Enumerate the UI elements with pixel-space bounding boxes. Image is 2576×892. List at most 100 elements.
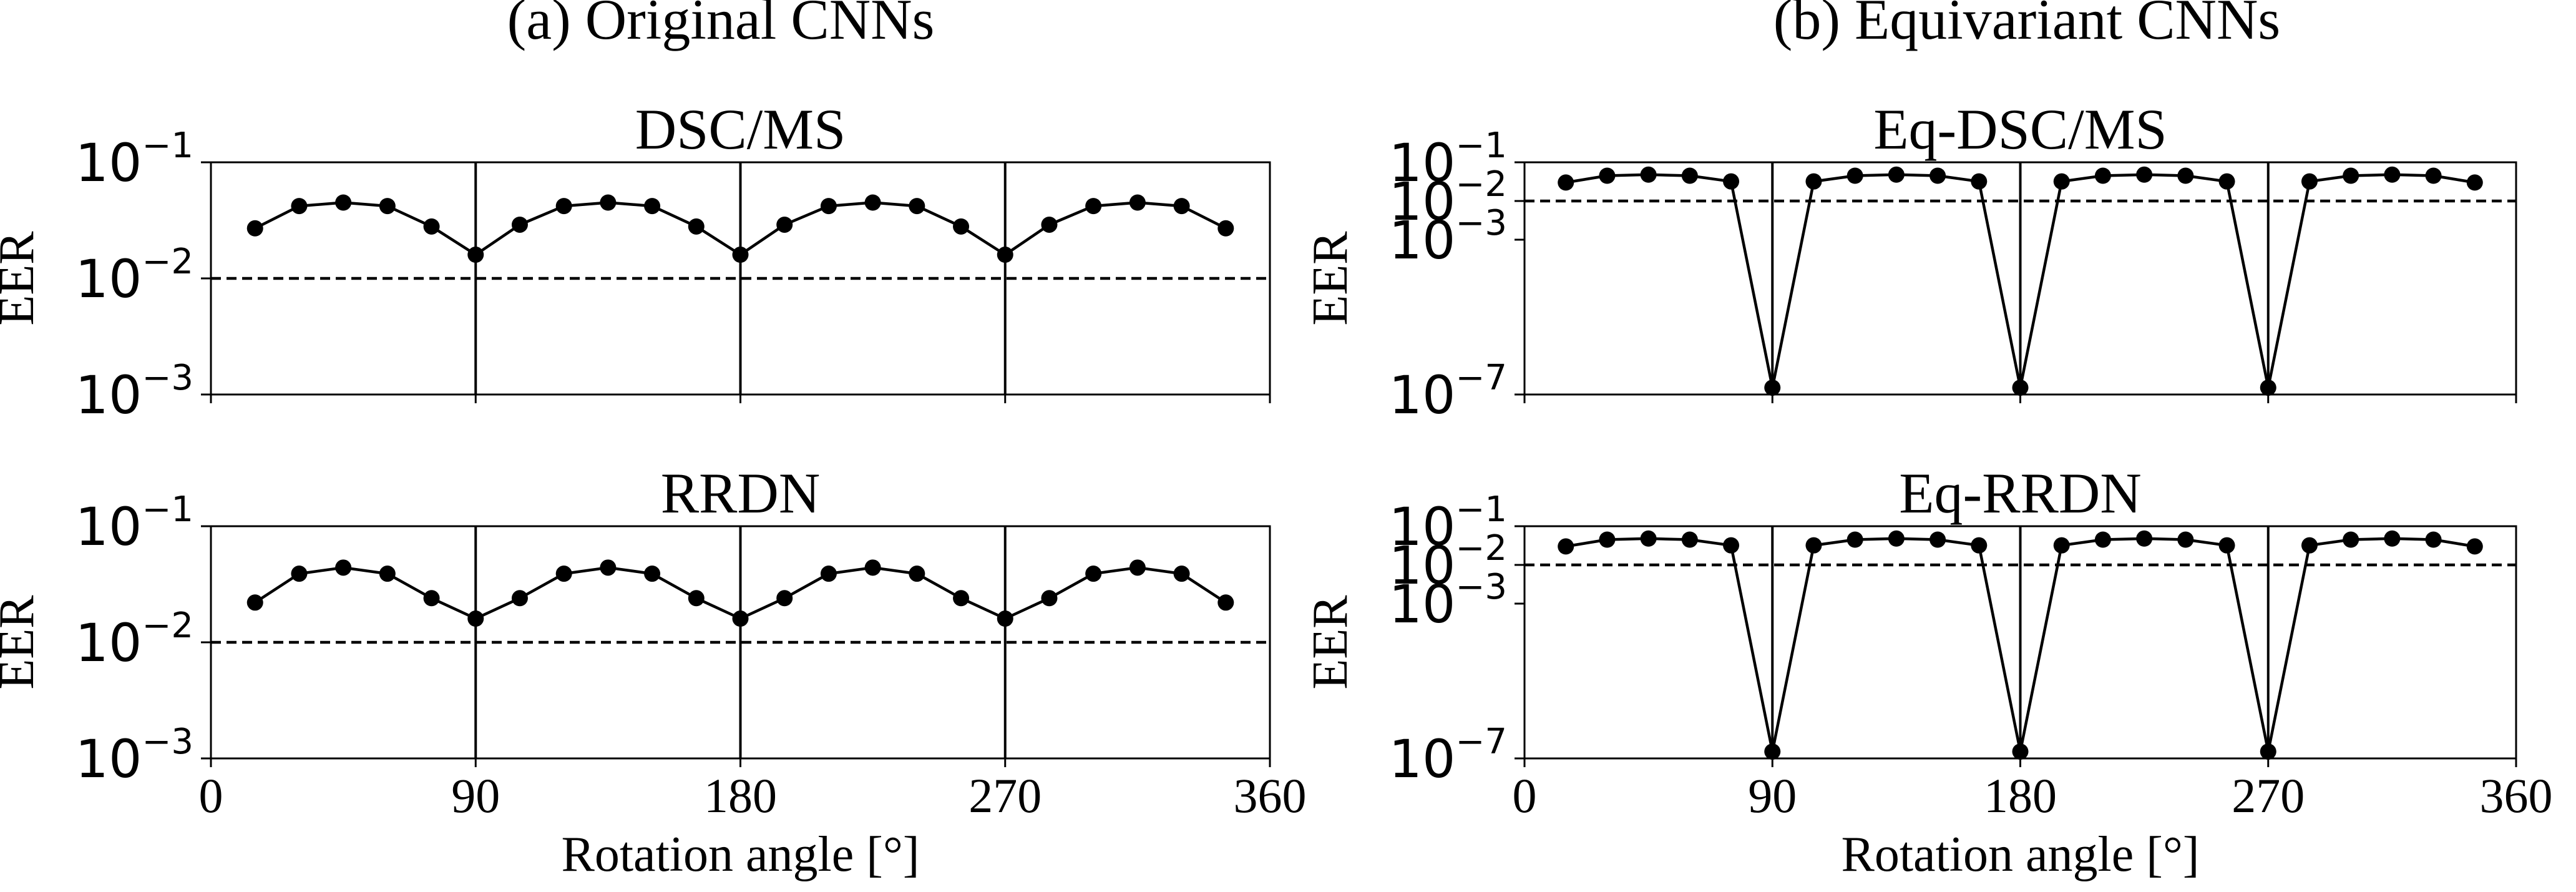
data-point <box>2218 173 2235 190</box>
data-point <box>1764 743 1781 760</box>
data-point <box>1640 530 1657 547</box>
data-point <box>953 218 970 235</box>
data-point <box>2136 166 2153 183</box>
data-point <box>688 590 705 607</box>
data-point <box>600 194 617 211</box>
data-point <box>379 198 396 215</box>
y-axis-label: EER <box>1303 595 1358 690</box>
data-point <box>1847 531 1863 548</box>
data-point <box>1217 220 1234 237</box>
data-point <box>1805 173 1822 190</box>
data-point <box>1558 538 1574 555</box>
data-point <box>2177 531 2194 548</box>
data-point <box>2136 530 2153 547</box>
x-tick-label: 90 <box>1748 768 1797 823</box>
data-point <box>644 566 661 582</box>
data-point <box>997 247 1013 263</box>
data-point <box>555 566 572 582</box>
data-point <box>246 594 263 611</box>
y-tick-label: 10−3 <box>76 358 193 426</box>
data-point <box>600 559 617 576</box>
data-point <box>820 198 837 215</box>
data-point <box>2301 537 2318 554</box>
data-point <box>864 194 881 211</box>
data-point <box>2094 531 2111 548</box>
data-point <box>1930 531 1946 548</box>
data-point <box>644 198 661 215</box>
data-point <box>776 590 793 607</box>
data-point <box>909 566 925 582</box>
panel-title: DSC/MS <box>635 97 846 161</box>
y-tick-label: 10−7 <box>1389 722 1507 790</box>
data-point <box>2425 531 2442 548</box>
x-tick-label: 180 <box>1984 768 2057 823</box>
panel-title: RRDN <box>661 461 821 525</box>
chart-panels: DSC/MSEER10−110−210−3Eq-DSC/MSEER10−110−… <box>0 97 2553 882</box>
data-point <box>2053 537 2070 554</box>
data-point <box>2012 380 2029 396</box>
data-point <box>1599 531 1616 548</box>
data-point <box>2301 173 2318 190</box>
data-point <box>2466 174 2483 191</box>
data-point <box>2177 167 2194 184</box>
data-point <box>1805 537 1822 554</box>
data-point <box>2425 167 2442 184</box>
data-point <box>2053 173 2070 190</box>
data-point <box>2218 537 2235 554</box>
data-point <box>2384 166 2401 183</box>
panel-title: Eq-RRDN <box>1899 461 2141 525</box>
data-point <box>1599 167 1616 184</box>
y-tick-label: 10−1 <box>76 489 193 557</box>
y-axis-label: EER <box>1303 231 1358 326</box>
data-point <box>2343 531 2359 548</box>
y-tick-label: 10−2 <box>1389 528 1507 596</box>
data-point <box>246 220 263 237</box>
data-point <box>688 218 705 235</box>
data-point <box>1558 174 1574 191</box>
chart-panel-1: DSC/MS EER 10−1 10−2 10−3 <box>0 97 1271 426</box>
data-point <box>997 610 1013 627</box>
y-tick-label: 10−3 <box>1389 203 1507 271</box>
data-point <box>732 247 749 263</box>
x-tick-label: 0 <box>1513 768 1537 823</box>
data-point <box>511 216 528 233</box>
data-point <box>1971 173 1988 190</box>
data-point <box>2012 743 2029 760</box>
data-point <box>1723 173 1740 190</box>
data-point <box>379 566 396 582</box>
x-tick-label: 180 <box>704 768 777 823</box>
data-point <box>776 216 793 233</box>
chart-panel-4: Eq-RRDN EER 10−110−210−3 10−70 90 180 270 360 Ro… <box>1303 461 2553 882</box>
data-point <box>1129 559 1146 576</box>
data-point <box>555 198 572 215</box>
data-point <box>864 559 881 576</box>
data-point <box>423 590 440 607</box>
x-tick-label: 360 <box>2480 768 2553 823</box>
x-tick-label: 0 <box>199 768 223 823</box>
y-tick-label: 10−2 <box>1389 164 1507 232</box>
y-tick-label: 10−1 <box>1389 125 1507 194</box>
data-point <box>1723 537 1740 554</box>
y-tick-label: 10−3 <box>76 722 193 790</box>
column-title-original: (a) Original CNNs <box>507 0 935 51</box>
column-title-equivariant: (b) Equivariant CNNs <box>1773 0 2281 51</box>
data-point <box>2466 538 2483 555</box>
data-point <box>820 566 837 582</box>
data-point <box>1129 194 1146 211</box>
data-point <box>732 610 749 627</box>
data-point <box>1173 566 1190 582</box>
panel-title: Eq-DSC/MS <box>1873 97 2167 161</box>
x-tick-label: 270 <box>2232 768 2305 823</box>
y-axis-label: EER <box>0 231 44 326</box>
data-point <box>2094 167 2111 184</box>
data-point <box>335 559 352 576</box>
data-point <box>2343 167 2359 184</box>
x-axis-label: Rotation angle [°] <box>1841 827 2199 882</box>
data-point <box>291 198 308 215</box>
chart-panel-3: RRDN EER 10−1 10−2 10−30 90 180 270 360 Rotation … <box>0 461 1307 882</box>
data-point <box>335 194 352 211</box>
y-tick-label: 10−1 <box>76 125 193 194</box>
data-point <box>1173 198 1190 215</box>
x-tick-label: 90 <box>451 768 500 823</box>
